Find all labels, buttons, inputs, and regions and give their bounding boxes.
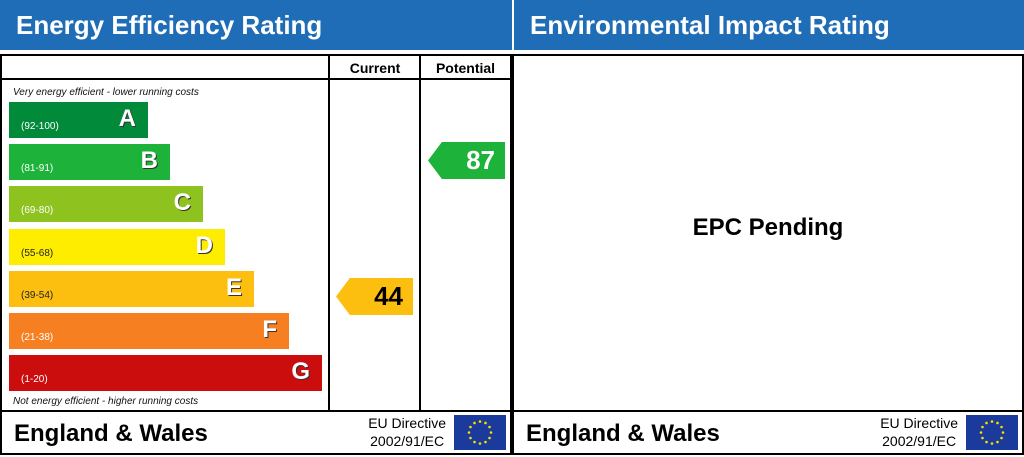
environmental-impact-header: Environmental Impact Rating — [514, 0, 1024, 50]
energy-efficiency-panel: Current Potential Very energy efficient … — [0, 54, 512, 455]
band-f: (21-38) F — [9, 313, 289, 349]
top-note: Very energy efficient - lower running co… — [13, 87, 199, 98]
band-letter: A — [118, 105, 136, 132]
directive-line-1: EU Directive — [368, 415, 446, 431]
bottom-note: Not energy efficient - higher running co… — [13, 396, 199, 407]
environmental-impact-panel: EPC Pending England & Wales EU Directive… — [512, 54, 1024, 455]
potential-column-header: Potential — [421, 56, 510, 80]
divider — [419, 56, 421, 410]
footer: England & Wales EU Directive 2002/91/EC — [2, 410, 510, 453]
eu-directive: EU Directive 2002/91/EC — [368, 414, 446, 450]
band-range: (69-80) — [21, 205, 54, 217]
band-letter: C — [173, 189, 191, 217]
band-a: (92-100) A — [9, 102, 148, 138]
eu-flag-icon — [966, 415, 1018, 450]
directive-line-1: EU Directive — [880, 415, 958, 431]
eu-stars — [979, 420, 1005, 445]
epc-pending-status: EPC Pending — [692, 214, 844, 241]
band-range: (1-20) — [21, 374, 48, 386]
region-label: England & Wales — [14, 420, 208, 447]
band-e: (39-54) E — [9, 270, 254, 307]
eu-directive: EU Directive 2002/91/EC — [880, 414, 958, 450]
footer: England & Wales EU Directive 2002/91/EC — [514, 410, 1022, 453]
current-column-header: Current — [329, 56, 421, 80]
divider — [328, 56, 330, 410]
region-label: England & Wales — [526, 420, 720, 447]
band-letter: G — [291, 358, 310, 386]
current-rating-arrow: 44 — [336, 278, 413, 315]
band-range: (55-68) — [21, 247, 54, 259]
eu-flag-icon — [454, 415, 506, 450]
band-range: (21-38) — [21, 332, 54, 343]
band-range: (81-91) — [21, 163, 54, 175]
directive-line-2: 2002/91/EC — [370, 433, 445, 449]
header-row-blank — [2, 56, 329, 80]
potential-rating-arrow: 87 — [428, 142, 505, 179]
band-range: (39-54) — [21, 289, 54, 301]
band-letter: F — [262, 316, 277, 343]
band-d: (55-68) D — [9, 228, 225, 265]
eu-stars — [467, 420, 493, 445]
band-g: (1-20) G — [9, 355, 322, 392]
energy-efficiency-header: Energy Efficiency Rating — [0, 0, 512, 50]
band-b: (81-91) B — [9, 144, 170, 181]
band-letter: E — [225, 273, 242, 301]
current-rating-value: 44 — [374, 281, 403, 311]
band-letter: D — [195, 231, 213, 259]
potential-rating-value: 87 — [466, 145, 495, 175]
band-range: (92-100) — [21, 121, 59, 132]
band-letter: B — [140, 147, 158, 175]
band-c: (69-80) C — [9, 186, 203, 223]
directive-line-2: 2002/91/EC — [882, 433, 957, 449]
